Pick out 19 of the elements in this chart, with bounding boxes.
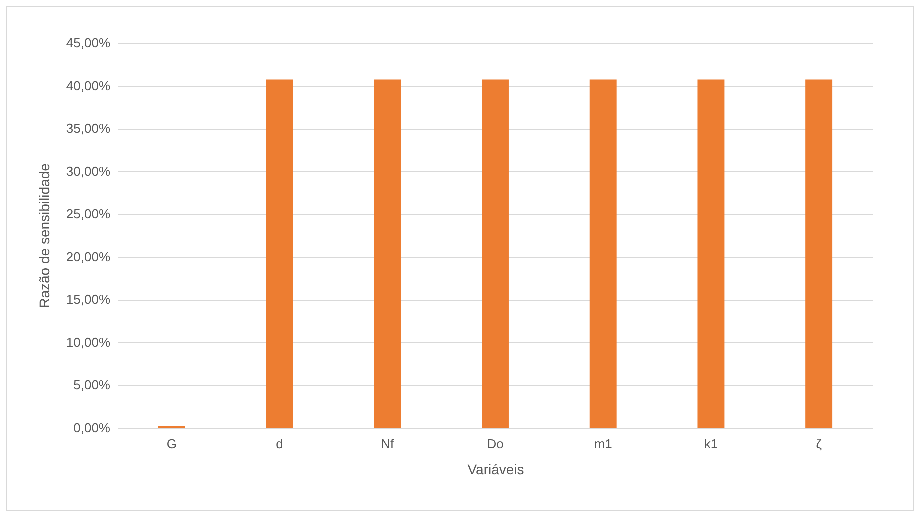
x-tick-label: m1 [594,436,612,452]
y-tick-label: 10,00% [66,334,111,350]
y-tick-label: 40,00% [66,78,111,94]
x-axis-title: Variáveis [468,462,524,478]
y-axis-title: Razão de sensibilidade [36,163,52,308]
y-tick-label: 15,00% [66,292,111,308]
x-tick-label: Do [487,436,504,452]
y-tick-label: 5,00% [74,378,111,393]
y-tick-label: 30,00% [66,164,111,179]
x-tick-label: ζ [816,436,822,452]
y-tick-label: 25,00% [66,206,111,222]
y-tick-label: 35,00% [66,121,111,136]
y-tick-label: 45,00% [66,36,111,50]
y-tick-label: 20,00% [66,249,111,264]
y-tick-label: 0,00% [74,420,111,436]
x-tick-label: Nf [381,436,395,452]
x-tick-label: G [166,436,177,452]
x-tick-label: d [276,436,284,452]
x-tick-label: k1 [704,436,718,452]
